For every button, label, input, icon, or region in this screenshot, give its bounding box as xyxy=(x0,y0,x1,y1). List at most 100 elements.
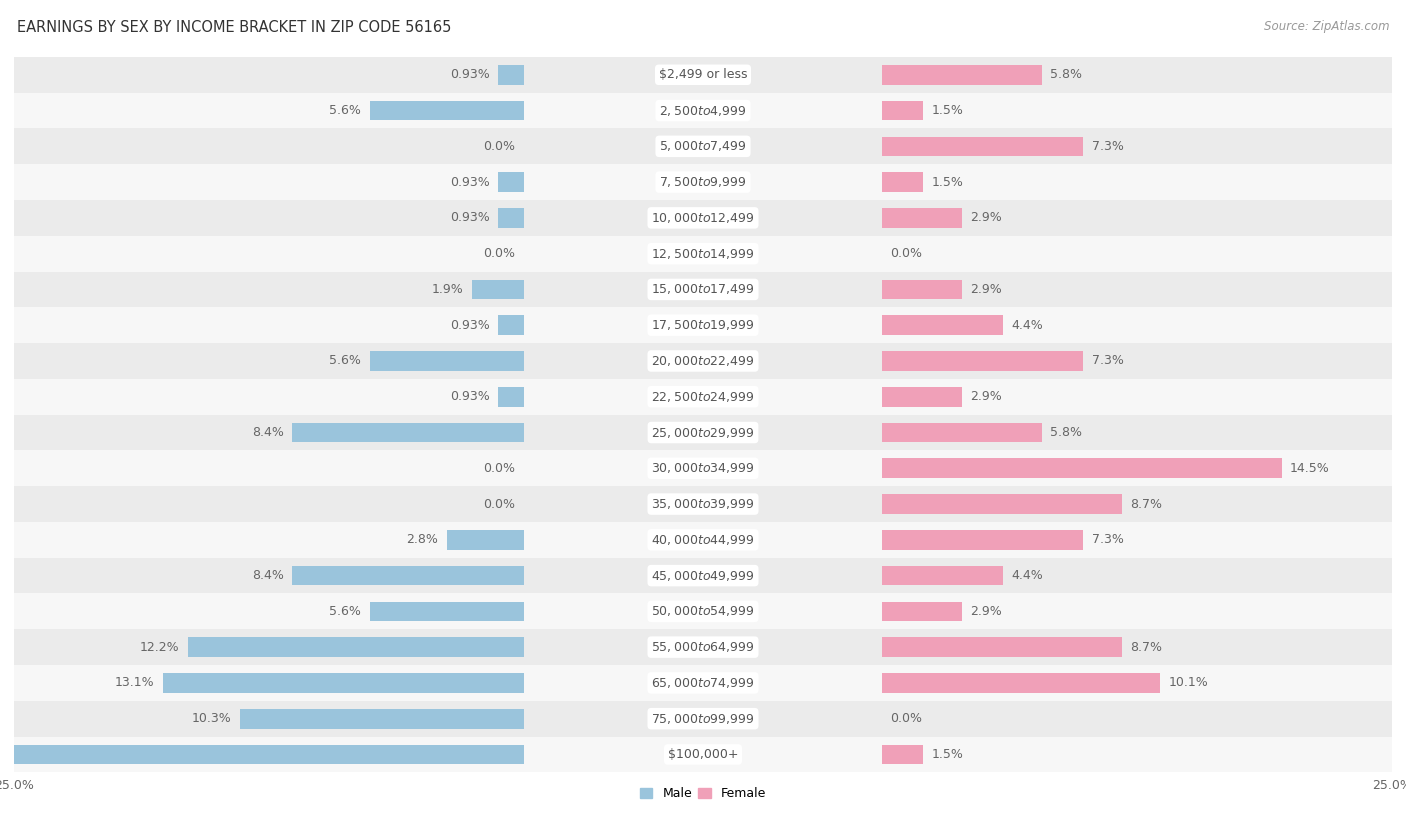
Bar xyxy=(0,745,524,764)
Bar xyxy=(14,379,1392,415)
Text: $25,000 to $29,999: $25,000 to $29,999 xyxy=(651,425,755,440)
Text: 0.93%: 0.93% xyxy=(450,68,489,81)
Bar xyxy=(882,208,962,228)
Bar xyxy=(882,280,962,299)
Bar xyxy=(882,602,962,621)
Text: 0.0%: 0.0% xyxy=(484,140,516,153)
Bar xyxy=(163,673,524,693)
Text: 7.3%: 7.3% xyxy=(1091,533,1123,546)
Text: 5.6%: 5.6% xyxy=(329,605,361,618)
Bar xyxy=(882,530,1083,550)
Bar xyxy=(14,164,1392,200)
Text: 2.9%: 2.9% xyxy=(970,390,1002,403)
Bar xyxy=(882,494,1122,514)
Text: 1.5%: 1.5% xyxy=(932,176,963,189)
Bar xyxy=(14,128,1392,164)
Bar xyxy=(498,65,524,85)
Bar xyxy=(14,701,1392,737)
Text: $30,000 to $34,999: $30,000 to $34,999 xyxy=(651,461,755,476)
Text: $5,000 to $7,499: $5,000 to $7,499 xyxy=(659,139,747,154)
Text: 7.3%: 7.3% xyxy=(1091,354,1123,367)
Text: 5.6%: 5.6% xyxy=(329,104,361,117)
Bar xyxy=(882,566,1004,585)
Text: 8.7%: 8.7% xyxy=(1130,498,1163,511)
Text: $45,000 to $49,999: $45,000 to $49,999 xyxy=(651,568,755,583)
Bar xyxy=(292,566,524,585)
Bar xyxy=(370,602,524,621)
Text: $7,500 to $9,999: $7,500 to $9,999 xyxy=(659,175,747,189)
Bar xyxy=(447,530,524,550)
Text: 12.2%: 12.2% xyxy=(139,641,180,654)
Text: $12,500 to $14,999: $12,500 to $14,999 xyxy=(651,246,755,261)
Text: 0.93%: 0.93% xyxy=(450,319,489,332)
Text: $20,000 to $22,499: $20,000 to $22,499 xyxy=(651,354,755,368)
Text: 0.93%: 0.93% xyxy=(450,211,489,224)
Bar xyxy=(14,236,1392,272)
Bar xyxy=(498,387,524,406)
Bar xyxy=(882,101,924,120)
Text: $50,000 to $54,999: $50,000 to $54,999 xyxy=(651,604,755,619)
Text: 0.0%: 0.0% xyxy=(890,712,922,725)
Bar xyxy=(14,486,1392,522)
Text: $40,000 to $44,999: $40,000 to $44,999 xyxy=(651,533,755,547)
Bar xyxy=(14,415,1392,450)
Text: 5.8%: 5.8% xyxy=(1050,426,1083,439)
Bar xyxy=(240,709,524,728)
Bar xyxy=(370,351,524,371)
Text: 8.4%: 8.4% xyxy=(252,569,284,582)
Text: $2,499 or less: $2,499 or less xyxy=(659,68,747,81)
Bar xyxy=(882,65,1042,85)
Bar xyxy=(882,423,1042,442)
Text: $17,500 to $19,999: $17,500 to $19,999 xyxy=(651,318,755,333)
Bar xyxy=(187,637,524,657)
Text: 14.5%: 14.5% xyxy=(1289,462,1330,475)
Text: 0.93%: 0.93% xyxy=(450,176,489,189)
Text: $35,000 to $39,999: $35,000 to $39,999 xyxy=(651,497,755,511)
Bar xyxy=(471,280,524,299)
Text: 4.4%: 4.4% xyxy=(1012,319,1043,332)
Bar xyxy=(14,57,1392,93)
Text: $10,000 to $12,499: $10,000 to $12,499 xyxy=(651,211,755,225)
Bar xyxy=(882,351,1083,371)
Text: 4.4%: 4.4% xyxy=(1012,569,1043,582)
Bar xyxy=(14,272,1392,307)
Text: $2,500 to $4,999: $2,500 to $4,999 xyxy=(659,103,747,118)
Text: EARNINGS BY SEX BY INCOME BRACKET IN ZIP CODE 56165: EARNINGS BY SEX BY INCOME BRACKET IN ZIP… xyxy=(17,20,451,35)
Bar xyxy=(14,665,1392,701)
Text: $55,000 to $64,999: $55,000 to $64,999 xyxy=(651,640,755,654)
Bar xyxy=(498,315,524,335)
Text: $100,000+: $100,000+ xyxy=(668,748,738,761)
Text: 2.9%: 2.9% xyxy=(970,605,1002,618)
Text: 10.3%: 10.3% xyxy=(193,712,232,725)
Bar xyxy=(14,737,1392,772)
Text: 1.5%: 1.5% xyxy=(932,104,963,117)
Text: 5.6%: 5.6% xyxy=(329,354,361,367)
Bar xyxy=(882,387,962,406)
Bar xyxy=(498,172,524,192)
Text: 5.8%: 5.8% xyxy=(1050,68,1083,81)
Bar xyxy=(14,558,1392,593)
Bar xyxy=(882,137,1083,156)
Bar xyxy=(14,522,1392,558)
Text: 0.0%: 0.0% xyxy=(890,247,922,260)
Text: 0.93%: 0.93% xyxy=(450,390,489,403)
Bar xyxy=(882,745,924,764)
Text: 1.9%: 1.9% xyxy=(432,283,463,296)
Bar xyxy=(882,459,1282,478)
Text: 1.5%: 1.5% xyxy=(932,748,963,761)
Text: 2.9%: 2.9% xyxy=(970,283,1002,296)
Text: 0.0%: 0.0% xyxy=(484,498,516,511)
Text: Source: ZipAtlas.com: Source: ZipAtlas.com xyxy=(1264,20,1389,33)
Bar xyxy=(882,315,1004,335)
Bar xyxy=(14,307,1392,343)
Text: 0.0%: 0.0% xyxy=(484,247,516,260)
Bar xyxy=(882,637,1122,657)
Bar xyxy=(882,172,924,192)
Bar xyxy=(14,200,1392,236)
Bar xyxy=(292,423,524,442)
Text: 8.4%: 8.4% xyxy=(252,426,284,439)
Text: $65,000 to $74,999: $65,000 to $74,999 xyxy=(651,676,755,690)
Bar xyxy=(882,673,1160,693)
Bar xyxy=(14,450,1392,486)
Bar xyxy=(370,101,524,120)
